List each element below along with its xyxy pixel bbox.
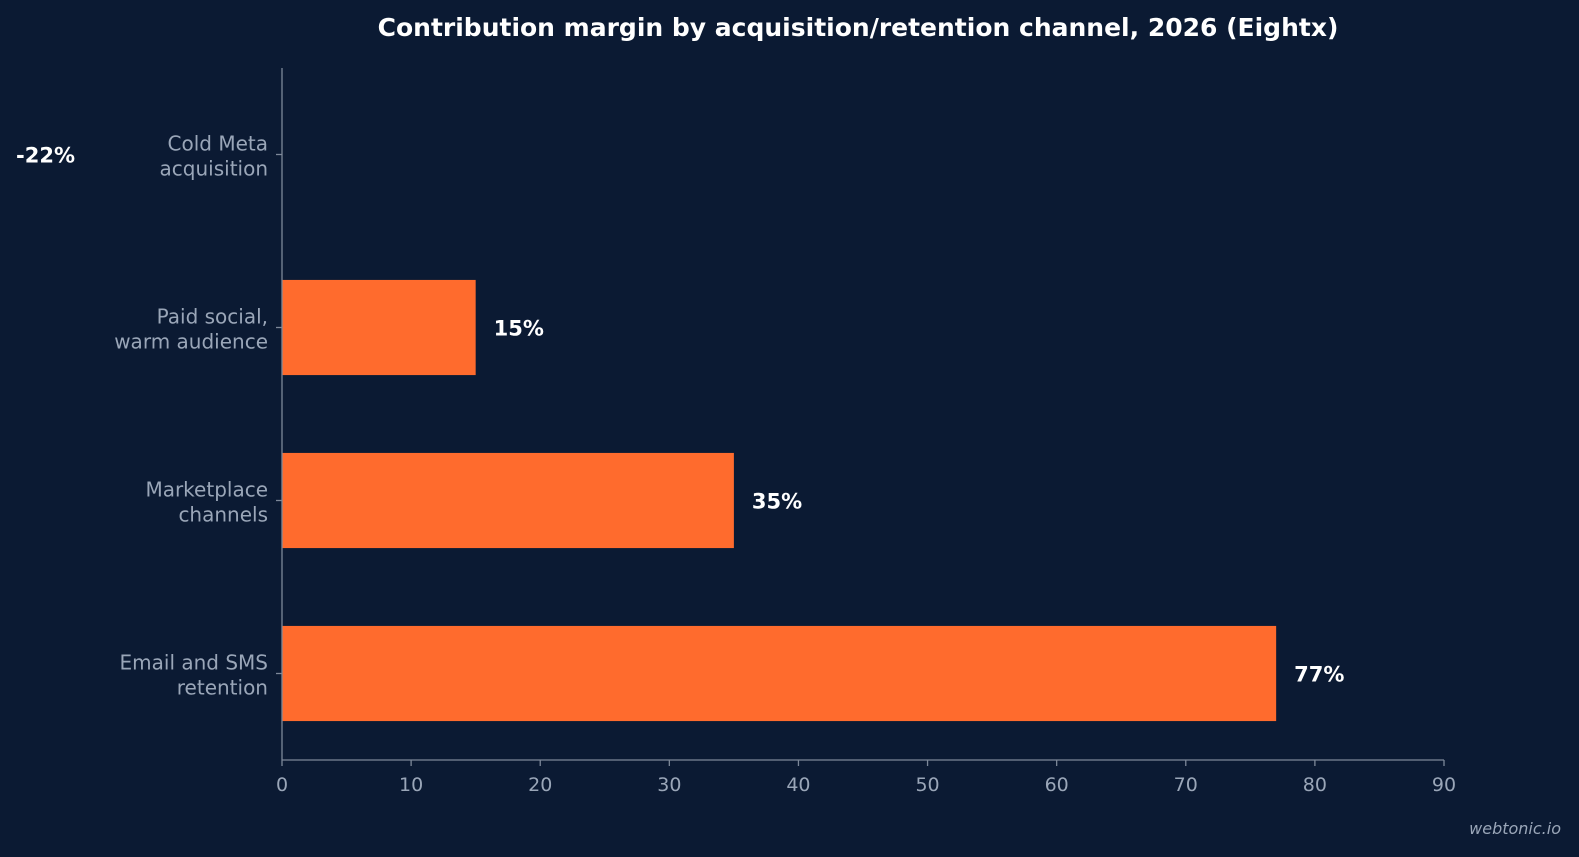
- category-label-line: Email and SMS: [120, 651, 268, 675]
- category-label: Marketplace channels: [145, 478, 268, 527]
- watermark: webtonic.io: [1469, 819, 1561, 838]
- category-label: Cold Meta acquisition: [160, 132, 268, 181]
- category-label: Paid social, warm audience: [114, 305, 268, 354]
- value-label: -22%: [16, 144, 75, 168]
- value-label: 15%: [494, 317, 544, 341]
- value-label: 35%: [752, 490, 802, 514]
- x-tick-label: 60: [1045, 774, 1069, 796]
- x-tick-label: 10: [399, 774, 423, 796]
- x-tick-label: 0: [276, 774, 288, 796]
- bar: [282, 279, 476, 376]
- x-tick-label: 50: [915, 774, 939, 796]
- bar: [282, 625, 1277, 722]
- x-tick-label: 80: [1303, 774, 1327, 796]
- category-label: Email and SMS retention: [120, 651, 268, 700]
- value-label: 77%: [1294, 663, 1344, 687]
- category-label-line: Cold Meta: [168, 132, 268, 156]
- category-label-line: channels: [178, 503, 268, 527]
- category-label-line: Marketplace: [145, 478, 268, 502]
- chart-title: Contribution margin by acquisition/reten…: [378, 13, 1339, 42]
- category-label-line: retention: [177, 676, 268, 700]
- x-tick-label: 90: [1432, 774, 1456, 796]
- category-labels: Cold Meta acquisition Paid social, warm aud…: [114, 132, 268, 700]
- x-tick-label: 40: [786, 774, 810, 796]
- category-label-line: Paid social,: [157, 305, 268, 329]
- x-axis-ticks: 0 10 20 30 40 50 60 70 80 90: [276, 153, 1456, 796]
- bars: [282, 279, 1277, 722]
- x-tick-label: 70: [1174, 774, 1198, 796]
- category-label-line: acquisition: [160, 157, 268, 181]
- value-labels: -22% 15% 35% 77%: [16, 144, 1344, 687]
- bar: [282, 452, 734, 549]
- x-tick-label: 20: [528, 774, 552, 796]
- category-label-line: warm audience: [114, 330, 268, 354]
- x-tick-label: 30: [657, 774, 681, 796]
